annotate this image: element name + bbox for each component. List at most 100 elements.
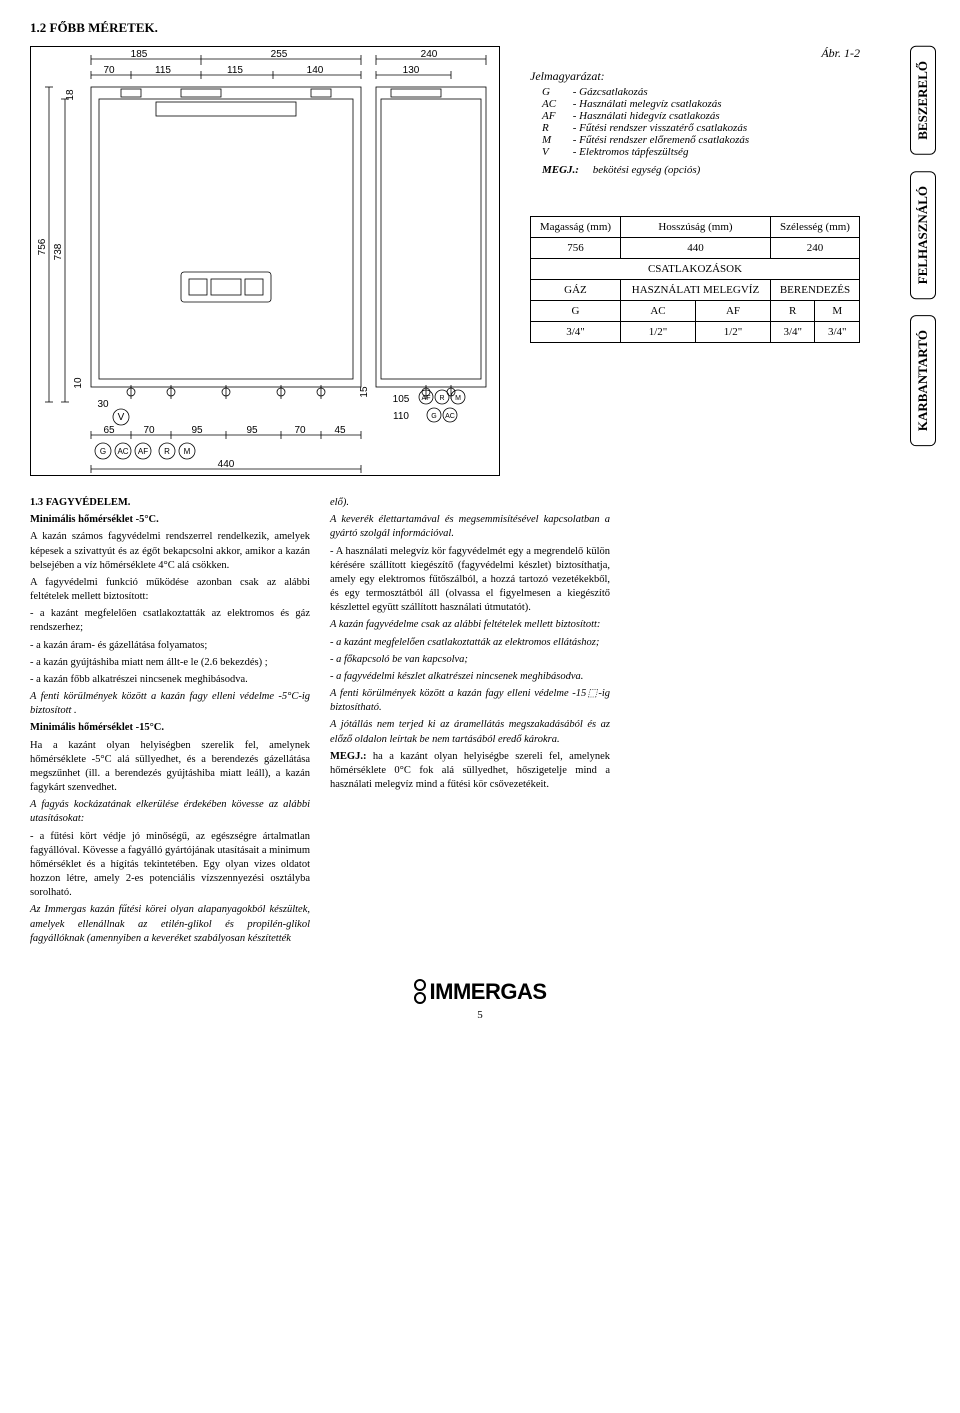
table-cell: BERENDEZÉS bbox=[770, 280, 859, 301]
svg-text:255: 255 bbox=[271, 49, 288, 60]
svg-text:110: 110 bbox=[393, 411, 409, 422]
legend-row: AF - Használati hidegvíz csatlakozás bbox=[542, 110, 860, 122]
page-number: 5 bbox=[30, 1009, 930, 1021]
svg-text:115: 115 bbox=[155, 65, 171, 76]
paragraph: - A használati melegvíz kör fagyvédelmét… bbox=[330, 545, 610, 616]
table-cell: 756 bbox=[531, 238, 621, 259]
legend-row: M - Fűtési rendszer előremenő csatlakozá… bbox=[542, 134, 860, 146]
table-header: Hosszúság (mm) bbox=[620, 217, 770, 238]
svg-text:130: 130 bbox=[403, 65, 420, 76]
table-header: Magasság (mm) bbox=[531, 217, 621, 238]
tab-karbantarto[interactable]: KARBANTARTÓ bbox=[910, 315, 936, 446]
paragraph: A fagyvédelmi funkció működése azonban c… bbox=[30, 576, 310, 604]
column-2: elő). A keverék élettartamával és megsemm… bbox=[330, 496, 610, 949]
svg-text:115: 115 bbox=[227, 65, 243, 76]
svg-text:95: 95 bbox=[246, 425, 258, 436]
svg-text:240: 240 bbox=[421, 49, 438, 60]
paragraph: - a fűtési kört védje jó minőségű, az eg… bbox=[30, 830, 310, 901]
table-cell: 240 bbox=[770, 238, 859, 259]
table-cell: GÁZ bbox=[531, 280, 621, 301]
legend-note-text: bekötési egység (opciós) bbox=[593, 164, 701, 176]
table-header: Szélesség (mm) bbox=[770, 217, 859, 238]
table-cell: 1/2" bbox=[695, 322, 770, 343]
svg-text:70: 70 bbox=[294, 425, 306, 436]
svg-text:AC: AC bbox=[445, 413, 455, 420]
paragraph: Az Immergas kazán fűtési körei olyan ala… bbox=[30, 903, 310, 946]
legend-row: AC - Használati melegvíz csatlakozás bbox=[542, 98, 860, 110]
svg-text:M: M bbox=[184, 447, 191, 456]
table-cell: AC bbox=[620, 301, 695, 322]
paragraph: A kazán számos fagyvédelmi rendszerrel r… bbox=[30, 530, 310, 573]
lower-section: 1.3 FAGYVÉDELEM. Minimális hőmérséklet -… bbox=[30, 496, 930, 949]
svg-text:95: 95 bbox=[191, 425, 203, 436]
paragraph: - a kazánt megfelelően csatlakoztatták a… bbox=[330, 636, 610, 650]
side-tabs: BESZERELŐ FELHASZNÁLÓ KARBANTARTÓ bbox=[910, 46, 940, 462]
svg-text:70: 70 bbox=[143, 425, 155, 436]
paragraph: A kazán fagyvédelme csak az alábbi felté… bbox=[330, 618, 610, 632]
table-cell: 3/4" bbox=[770, 322, 814, 343]
table-cell: 1/2" bbox=[620, 322, 695, 343]
dimensions-table: Magasság (mm) Hosszúság (mm) Szélesség (… bbox=[530, 216, 860, 343]
subsection-title: 1.3 FAGYVÉDELEM. bbox=[30, 497, 130, 508]
svg-text:10: 10 bbox=[73, 377, 84, 389]
logo-icon bbox=[414, 979, 426, 1004]
table-cell: 3/4" bbox=[531, 322, 621, 343]
svg-text:G: G bbox=[100, 447, 106, 456]
paragraph: - a kazánt megfelelően csatlakoztatták a… bbox=[30, 607, 310, 635]
svg-text:140: 140 bbox=[307, 65, 324, 76]
legend-row: V - Elektromos tápfeszültség bbox=[542, 146, 860, 158]
figure-label: Ábr. 1-2 bbox=[530, 46, 860, 61]
svg-text:45: 45 bbox=[334, 425, 346, 436]
table-cell: M bbox=[815, 301, 860, 322]
svg-text:30: 30 bbox=[97, 399, 109, 410]
paragraph: elő). bbox=[330, 496, 610, 510]
column-1: 1.3 FAGYVÉDELEM. Minimális hőmérséklet -… bbox=[30, 496, 310, 949]
top-area: 185 255 240 70 115 115 140 130 18 756 73… bbox=[30, 46, 930, 476]
tab-beszereló[interactable]: BESZERELŐ bbox=[910, 46, 936, 155]
svg-text:65: 65 bbox=[103, 425, 115, 436]
svg-text:R: R bbox=[439, 395, 444, 402]
paragraph: - a fagyvédelmi készlet alkatrészei ninc… bbox=[330, 670, 610, 684]
svg-text:AF: AF bbox=[138, 447, 148, 456]
table-cell: 440 bbox=[620, 238, 770, 259]
svg-text:15: 15 bbox=[359, 386, 370, 398]
column-3-spacer bbox=[630, 496, 670, 949]
table-cell: CSATLAKOZÁSOK bbox=[531, 259, 860, 280]
svg-text:738: 738 bbox=[53, 243, 64, 260]
paragraph: - a kazán gyújtáshiba miatt nem állt-e l… bbox=[30, 656, 310, 670]
paragraph: - a kazán főbb alkatrészei nincsenek meg… bbox=[30, 673, 310, 687]
paragraph: A fenti körülmények között a kazán fagy … bbox=[30, 690, 310, 718]
table-cell: 3/4" bbox=[815, 322, 860, 343]
table-cell: R bbox=[770, 301, 814, 322]
legend-row: G - Gázcsatlakozás bbox=[542, 86, 860, 98]
logo: IMMERGAS bbox=[414, 979, 547, 1005]
technical-diagram: 185 255 240 70 115 115 140 130 18 756 73… bbox=[30, 46, 500, 476]
paragraph: A fenti körülmények között a kazán fagy … bbox=[330, 687, 610, 715]
tab-felhasznalo[interactable]: FELHASZNÁLÓ bbox=[910, 171, 936, 299]
svg-text:105: 105 bbox=[393, 394, 410, 405]
paragraph: - a főkapcsoló be van kapcsolva; bbox=[330, 653, 610, 667]
section-title: 1.2 FŐBB MÉRETEK. bbox=[30, 20, 930, 36]
svg-text:R: R bbox=[164, 447, 170, 456]
table-cell: AF bbox=[695, 301, 770, 322]
paragraph: MEGJ.: ha a kazánt olyan helyiségbe szer… bbox=[330, 750, 610, 793]
legend-row: R - Fűtési rendszer visszatérő csatlakoz… bbox=[542, 122, 860, 134]
svg-text:70: 70 bbox=[103, 65, 115, 76]
svg-text:V: V bbox=[118, 412, 125, 423]
table-cell: HASZNÁLATI MELEGVÍZ bbox=[620, 280, 770, 301]
svg-text:AC: AC bbox=[117, 447, 128, 456]
paragraph: Minimális hőmérséklet -15°C. bbox=[30, 721, 310, 735]
paragraph: Ha a kazánt olyan helyiségben szerelik f… bbox=[30, 739, 310, 796]
paragraph: A fagyás kockázatának elkerülése érdekéb… bbox=[30, 798, 310, 826]
svg-text:756: 756 bbox=[37, 238, 48, 255]
legend-and-table: Ábr. 1-2 Jelmagyarázat: G - Gázcsatlakoz… bbox=[530, 46, 860, 343]
legend-note-code: MEGJ.: bbox=[542, 164, 590, 176]
svg-text:185: 185 bbox=[131, 49, 148, 60]
svg-text:M: M bbox=[455, 395, 461, 402]
svg-text:440: 440 bbox=[218, 459, 235, 470]
svg-text:G: G bbox=[431, 413, 436, 420]
paragraph: Minimális hőmérséklet -5°C. bbox=[30, 513, 310, 527]
paragraph: A keverék élettartamával és megsemmisíté… bbox=[330, 513, 610, 541]
svg-text:AF: AF bbox=[422, 395, 431, 402]
legend-title: Jelmagyarázat: bbox=[530, 69, 860, 84]
